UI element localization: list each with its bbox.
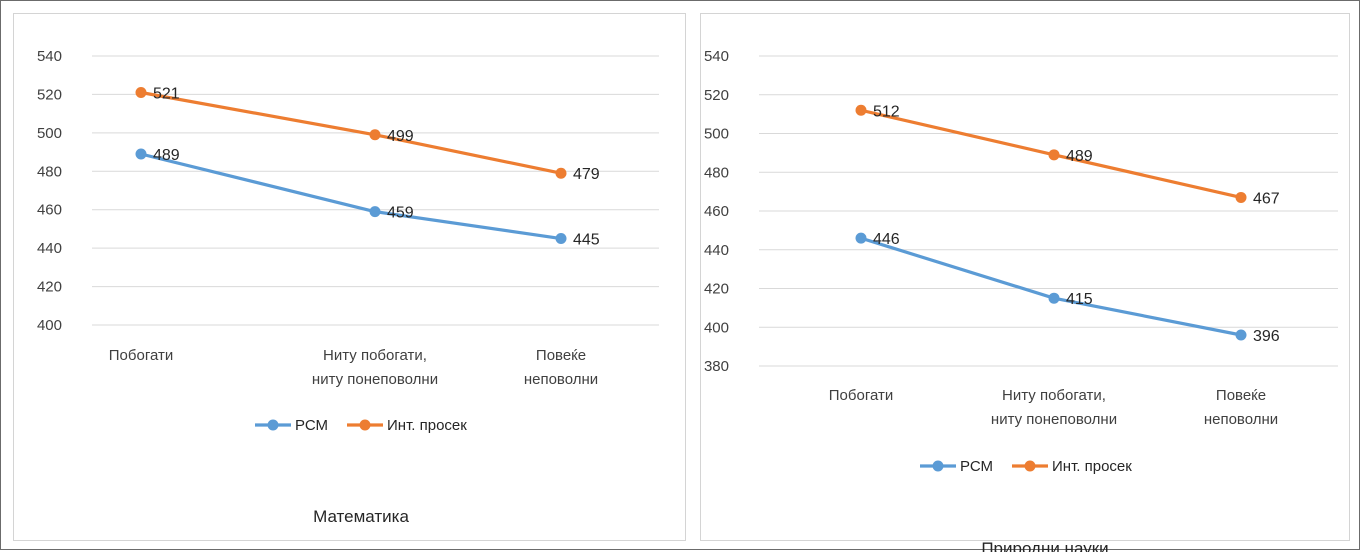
y-tick-label: 440	[37, 240, 62, 257]
y-tick-label: 500	[704, 126, 729, 143]
data-point	[369, 129, 381, 141]
data-label: 415	[1066, 291, 1093, 308]
legend-swatch-marker	[359, 419, 371, 431]
y-tick-label: 480	[37, 163, 62, 180]
legend-label: Инт. просек	[387, 417, 467, 434]
legend-label: РСМ	[295, 417, 328, 434]
data-label: 512	[873, 103, 900, 120]
x-category-label: Повеќе неповолни	[524, 347, 598, 388]
y-tick-label: 400	[37, 317, 62, 334]
data-point	[855, 104, 867, 116]
y-tick-label: 440	[704, 242, 729, 259]
y-tick-label: 480	[704, 164, 729, 181]
legend-swatch-marker	[1024, 460, 1036, 472]
y-tick-label: 540	[37, 48, 62, 65]
data-label: 459	[387, 205, 414, 222]
legend-swatch-marker	[267, 419, 279, 431]
legend-label: Инт. просек	[1052, 458, 1132, 475]
y-tick-label: 460	[704, 203, 729, 220]
series-line	[860, 236, 1242, 337]
data-point	[135, 148, 147, 160]
y-tick-label: 500	[37, 125, 62, 142]
x-category-label: Повеќе неповолни	[1204, 387, 1278, 428]
legend-label: РСМ	[960, 458, 993, 475]
y-tick-label: 400	[704, 319, 729, 336]
data-label: 479	[573, 166, 600, 183]
y-tick-label: 540	[704, 48, 729, 65]
data-point	[1048, 149, 1060, 161]
data-point	[369, 206, 381, 218]
data-label: 489	[1066, 148, 1093, 165]
chart-panel-mathematics: 400 420 440 460 480 500 520 540 Побогати Ниту поб…	[13, 13, 686, 541]
data-label: 467	[1253, 190, 1280, 207]
mathematics-line-chart: 400 420 440 460 480 500 520 540 Побогати Ниту поб…	[37, 48, 659, 526]
data-label: 489	[153, 147, 180, 164]
data-point	[855, 232, 867, 244]
series-line	[140, 152, 562, 241]
data-point	[1235, 191, 1247, 203]
natural-sciences-line-chart: 380 400 420 440 460 480 500 520 540 Побогати Ниту …	[704, 48, 1338, 552]
data-label: 445	[573, 232, 600, 249]
data-label: 396	[1253, 328, 1280, 345]
x-category-label: Ниту побогати, ниту понеповолни	[312, 347, 438, 388]
x-category-label: Побогати	[829, 387, 893, 404]
data-point	[1048, 292, 1060, 304]
data-point	[555, 233, 567, 245]
data-label: 446	[873, 231, 900, 248]
y-tick-label: 420	[704, 281, 729, 298]
y-tick-label: 420	[37, 279, 62, 296]
chart-panel-natural-sciences: 380 400 420 440 460 480 500 520 540 Побогати Ниту …	[700, 13, 1350, 552]
chart-title: Природни науки	[981, 539, 1108, 552]
y-tick-label: 520	[704, 87, 729, 104]
x-category-label: Побогати	[109, 347, 173, 364]
y-tick-label: 520	[37, 86, 62, 103]
data-label: 521	[153, 86, 180, 103]
y-tick-label: 460	[37, 202, 62, 219]
y-tick-label: 380	[704, 358, 729, 375]
data-label: 499	[387, 128, 414, 145]
chart-title: Математика	[313, 507, 409, 526]
data-point	[1235, 329, 1247, 341]
x-category-label: Ниту побогати, ниту понеповолни	[991, 387, 1117, 428]
legend-swatch-marker	[932, 460, 944, 472]
data-point	[135, 87, 147, 99]
data-point	[555, 167, 567, 179]
